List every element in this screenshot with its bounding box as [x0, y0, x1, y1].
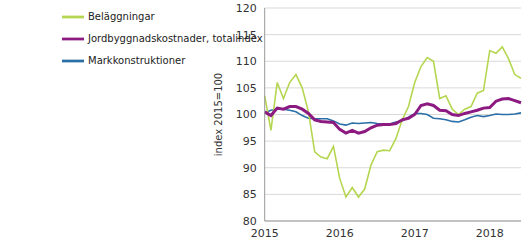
svg-text:2017: 2017 [401, 227, 429, 240]
svg-text:85: 85 [243, 188, 257, 201]
svg-text:2015: 2015 [251, 227, 279, 240]
svg-text:100: 100 [236, 108, 257, 121]
svg-text:110: 110 [236, 55, 257, 68]
svg-text:index 2015=100: index 2015=100 [213, 73, 224, 156]
svg-text:115: 115 [236, 29, 257, 42]
svg-text:2016: 2016 [326, 227, 354, 240]
svg-text:2018: 2018 [476, 227, 504, 240]
svg-text:105: 105 [236, 82, 257, 95]
svg-text:90: 90 [243, 162, 257, 175]
svg-text:95: 95 [243, 135, 257, 148]
svg-text:80: 80 [243, 215, 257, 228]
svg-text:120: 120 [236, 2, 257, 15]
